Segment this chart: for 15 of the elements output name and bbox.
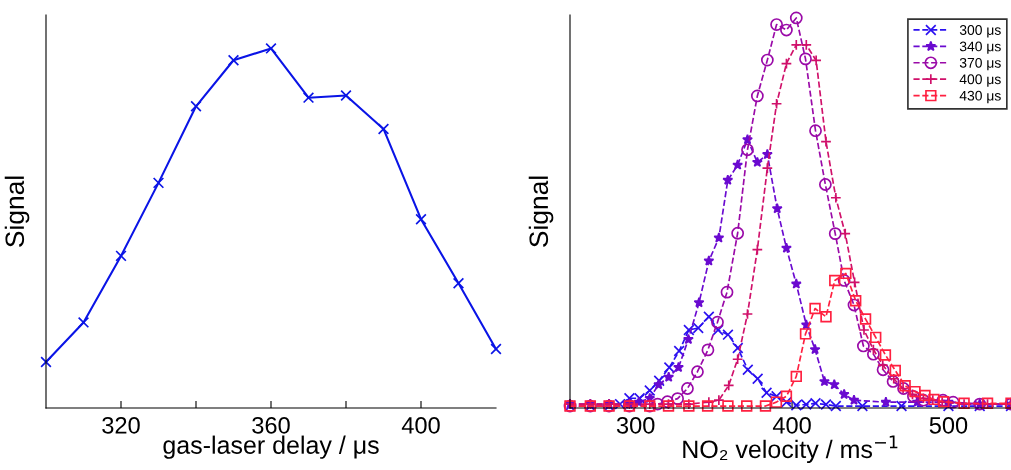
legend-label: 300 μs — [959, 25, 1001, 38]
legend-label: 340 μs — [959, 41, 1001, 54]
legend-label: 370 μs — [959, 57, 1001, 71]
legend-label: 430 μs — [959, 90, 1001, 104]
x-tick-label: 400 — [401, 416, 440, 434]
y-axis-title: Signal — [4, 176, 30, 247]
legend-label: 400 μs — [959, 74, 1001, 87]
x-tick-label: 400 — [772, 416, 811, 434]
x-tick-label: 300 — [616, 416, 655, 434]
x-axis-title: NO₂ velocity / ms$^{−1}$ — [683, 435, 898, 464]
x-axis-title: gas-laser delay / μs — [163, 435, 379, 459]
x-tick-label: 360 — [252, 416, 290, 434]
y-axis-title: Signal — [528, 176, 554, 247]
x-tick-label: 320 — [102, 416, 140, 434]
x-tick-label: 500 — [929, 416, 968, 434]
